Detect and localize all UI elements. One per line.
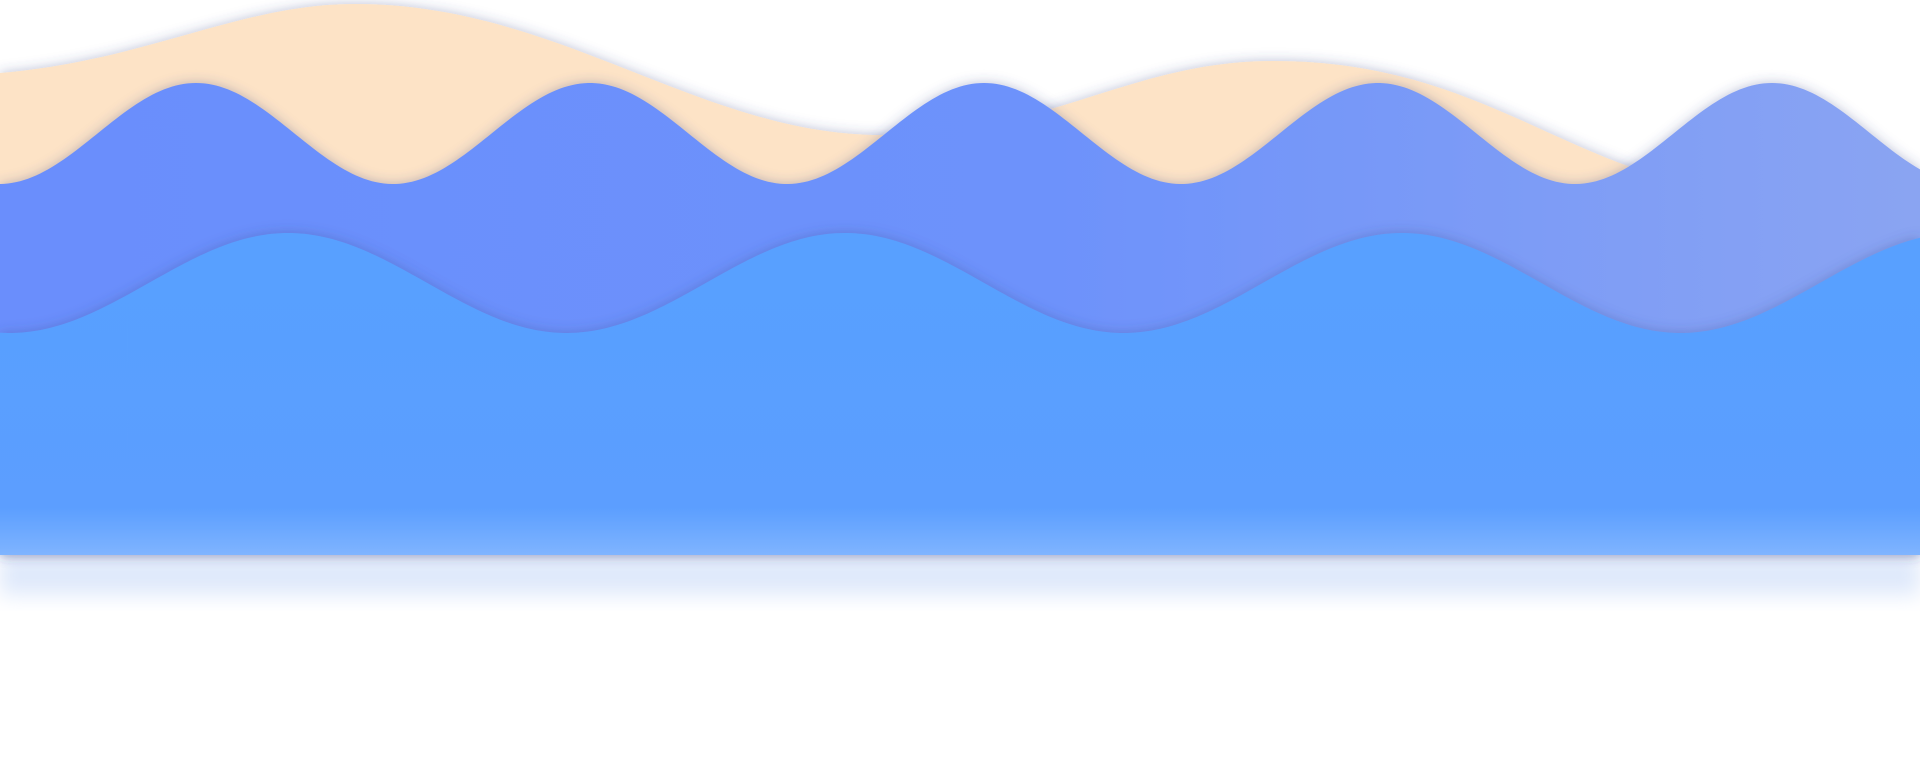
blue-wave: [0, 233, 1920, 555]
glow: [0, 555, 1920, 595]
